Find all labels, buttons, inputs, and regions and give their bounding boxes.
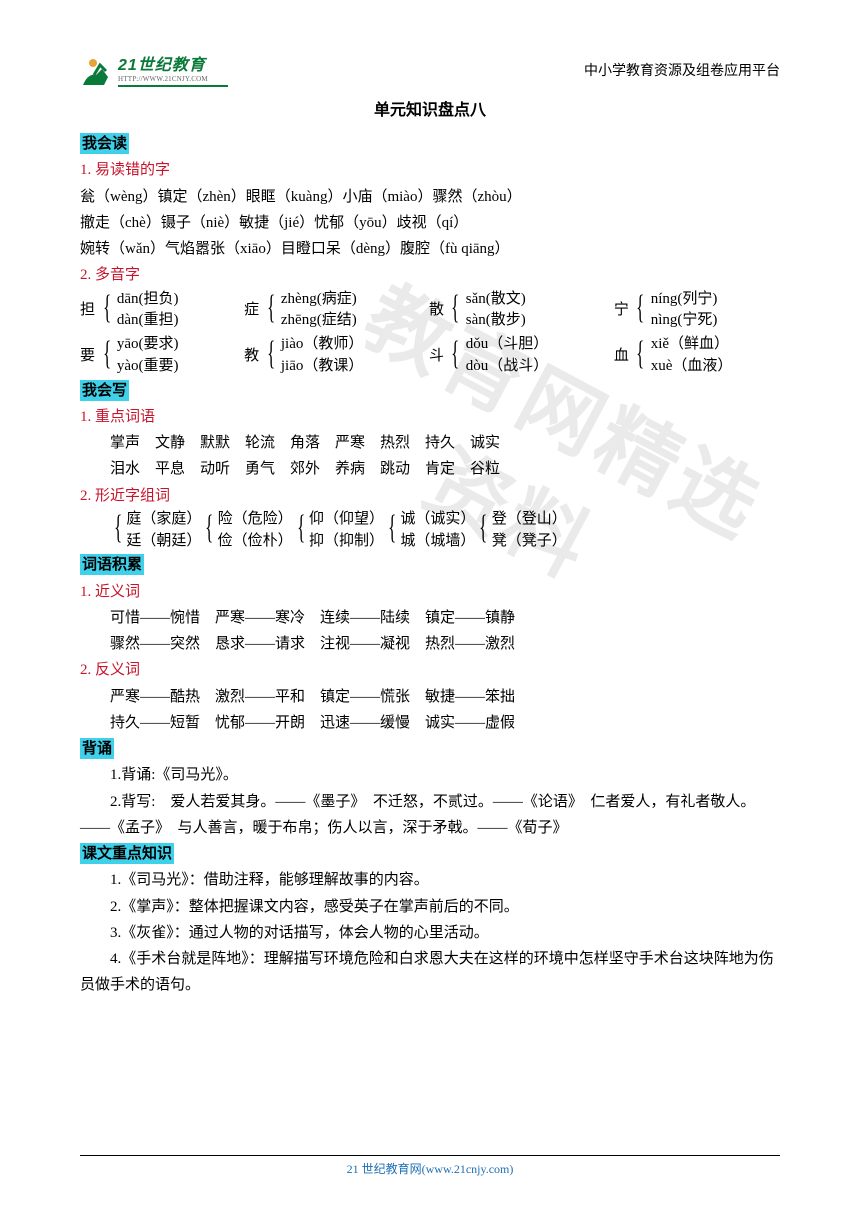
- ant-line: 严寒——酷热 激烈——平和 镇定——慌张 敏捷——笨拙: [80, 684, 780, 710]
- shape-group: {庭（家庭）廷（朝廷）: [110, 509, 201, 553]
- logo-icon: [80, 55, 114, 89]
- page-header: 21世纪教育 HTTP://WWW.21CNJY.COM 中小学教育资源及组卷应…: [80, 55, 780, 89]
- shape-group: {诚（诚实）城（城墙）: [384, 509, 475, 553]
- shape-group: {仰（仰望）抑（抑制）: [293, 509, 384, 553]
- logo: 21世纪教育 HTTP://WWW.21CNJY.COM: [80, 55, 228, 89]
- section-write: 我会写: [80, 380, 129, 401]
- page-title: 单元知识盘点八: [80, 97, 780, 125]
- polyphone-grid: 担{dān(担负)dàn(重担) 症{zhèng(病症)zhēng(症结) 散{…: [80, 289, 780, 378]
- syn-line: 骤然——突然 恳求——请求 注视——凝视 热烈——激烈: [80, 631, 780, 657]
- words-line: 掌声 文静 默默 轮流 角落 严寒 热烈 持久 诚实: [80, 430, 780, 456]
- subhead-read-1: 1. 易读错的字: [80, 157, 780, 183]
- subhead-write-1: 1. 重点词语: [80, 404, 780, 430]
- poly-item: 散{sǎn(散文)sàn(散步): [429, 289, 596, 333]
- footer-text: 21 世纪教育网(www.21cnjy.com): [0, 1159, 860, 1180]
- recite-line: 2.背写: 爱人若爱其身。——《墨子》 不迁怒，不贰过。——《论语》 仁者爱人，…: [80, 789, 780, 842]
- poly-item: 斗{dǒu（斗胆）dòu（战斗）: [429, 334, 596, 378]
- section-key: 课文重点知识: [80, 843, 174, 864]
- key-line: 3.《灰雀》：通过人物的对话描写，体会人物的心里活动。: [80, 920, 780, 946]
- logo-text-en: HTTP://WWW.21CNJY.COM: [118, 76, 228, 83]
- shape-group: {登（登山）凳（凳子）: [475, 509, 566, 553]
- section-vocab: 词语积累: [80, 554, 144, 575]
- section-read: 我会读: [80, 133, 129, 154]
- recite-line: 1.背诵:《司马光》。: [80, 762, 780, 788]
- ant-line: 持久——短暂 忧郁——开朗 迅速——缓慢 诚实——虚假: [80, 710, 780, 736]
- subhead-ant: 2. 反义词: [80, 657, 780, 683]
- poly-item: 症{zhèng(病症)zhēng(症结): [244, 289, 411, 333]
- subhead-read-2: 2. 多音字: [80, 262, 780, 288]
- read-line: 瓮（wèng）镇定（zhèn）眼眶（kuàng）小庙（miào）骤然（zhòu）: [80, 184, 780, 210]
- poly-item: 担{dān(担负)dàn(重担): [80, 289, 226, 333]
- footer-divider: [80, 1155, 780, 1156]
- section-recite: 背诵: [80, 738, 114, 759]
- words-line: 泪水 平息 动听 勇气 郊外 养病 跳动 肯定 谷粒: [80, 456, 780, 482]
- header-right-text: 中小学教育资源及组卷应用平台: [584, 60, 780, 85]
- key-line: 2.《掌声》：整体把握课文内容，感受英子在掌声前后的不同。: [80, 894, 780, 920]
- subhead-syn: 1. 近义词: [80, 579, 780, 605]
- poly-item: 血{xiě（鲜血）xuè（血液）: [614, 334, 780, 378]
- key-line: 1.《司马光》：借助注释，能够理解故事的内容。: [80, 867, 780, 893]
- read-line: 撤走（chè）镊子（niè）敏捷（jié）忧郁（yōu）歧视（qí）: [80, 210, 780, 236]
- shape-row: {庭（家庭）廷（朝廷） {险（危险）俭（俭朴） {仰（仰望）抑（抑制） {诚（诚…: [110, 509, 780, 553]
- poly-item: 教{jiào（教师）jiāo（教课）: [244, 334, 411, 378]
- subhead-write-2: 2. 形近字组词: [80, 483, 780, 509]
- page-content: 21世纪教育 HTTP://WWW.21CNJY.COM 中小学教育资源及组卷应…: [80, 55, 780, 999]
- logo-text-cn: 21世纪教育: [118, 58, 228, 74]
- key-line: 4.《手术台就是阵地》：理解描写环境危险和白求恩大夫在这样的环境中怎样坚守手术台…: [80, 946, 780, 999]
- read-line: 婉转（wǎn）气焰嚣张（xiāo）目瞪口呆（dèng）腹腔（fù qiāng）: [80, 236, 780, 262]
- poly-item: 要{yāo(要求)yào(重要): [80, 334, 226, 378]
- shape-group: {险（危险）俭（俭朴）: [201, 509, 292, 553]
- syn-line: 可惜——惋惜 严寒——寒冷 连续——陆续 镇定——镇静: [80, 605, 780, 631]
- logo-underline: [118, 85, 228, 87]
- poly-item: 宁{níng(列宁)nìng(宁死): [614, 289, 780, 333]
